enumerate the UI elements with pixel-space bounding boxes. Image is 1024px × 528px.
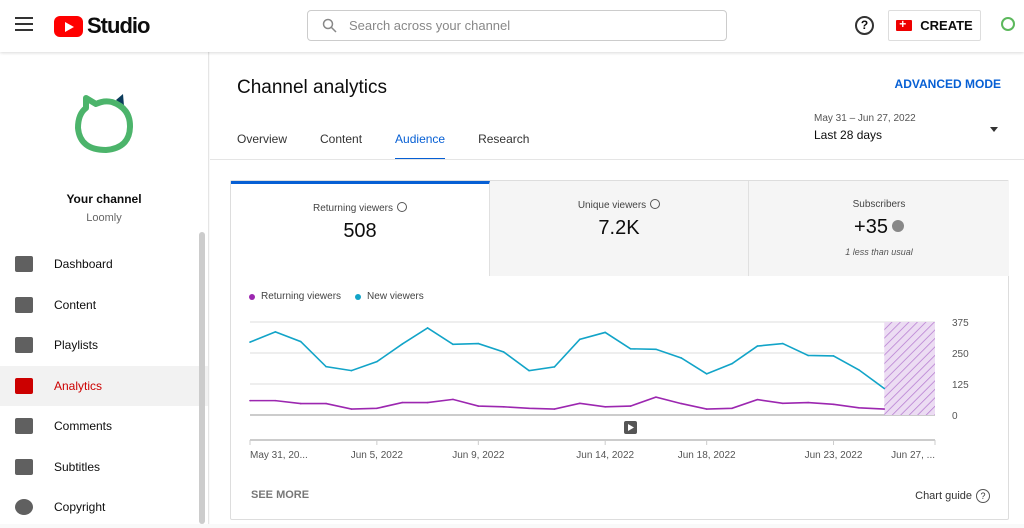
arrow-down-icon [891,220,904,232]
search-icon [322,18,337,33]
account-avatar[interactable] [1001,17,1015,31]
content-icon [15,296,33,313]
channel-avatar[interactable] [72,90,136,154]
search-input[interactable]: Search across your channel [307,10,727,41]
help-icon[interactable]: ? [855,16,874,35]
video-camera-icon [896,17,913,31]
sidebar-item-label: Dashboard [54,257,113,272]
channel-name: Loomly [86,212,122,224]
metric-returning-viewers[interactable]: Returning viewers 508 [231,181,490,276]
chart-guide-button[interactable]: Chart guide? [915,489,990,503]
legend-label: New viewers [367,291,424,302]
metric-label: Unique viewers [577,200,647,211]
page-title: Channel analytics [237,77,387,98]
dropdown-arrow-icon [990,127,998,132]
date-preset: Last 28 days [814,128,883,142]
legend-returning: Returning viewers [249,291,341,302]
channel-title[interactable]: Your channel [66,192,142,206]
sidebar-nav: Dashboard Content Playlists Analytics Co… [0,244,208,528]
legend-dot [355,293,362,300]
legend-new: New viewers [355,291,424,302]
legend-label: Returning viewers [261,291,342,302]
main-content: Channel analytics ADVANCED MODE Overview… [210,52,1024,524]
tab-overview[interactable]: Overview [237,132,288,146]
clock-icon [650,199,661,209]
date-range: May 31 – Jun 27, 2022 [814,113,916,124]
studio-logo[interactable]: Studio [54,13,150,39]
analytics-icon [15,377,33,394]
sidebar-item-label: Comments [54,419,113,434]
metric-value: +35 [854,216,888,238]
create-button[interactable]: CREATE [888,10,981,41]
metrics-card: Returning viewers 508 Unique viewers 7.2… [230,180,1009,520]
analytics-tabs: Overview Content Audience Research [237,132,562,160]
sidebar-item-subtitles[interactable]: Subtitles [0,447,208,488]
metric-label: Returning viewers [312,203,394,214]
metric-note: 1 less than usual [845,247,913,257]
subtitles-icon [15,458,33,475]
sidebar-item-dashboard[interactable]: Dashboard [0,244,208,285]
dashboard-icon [15,256,33,273]
chart-guide-label: Chart guide [915,490,972,502]
advanced-mode-button[interactable]: ADVANCED MODE [894,77,1001,91]
create-label: CREATE [920,18,973,33]
sidebar-item-label: Content [54,297,97,312]
menu-icon[interactable] [15,17,33,31]
sidebar-item-content[interactable]: Content [0,285,208,326]
metric-value: 7.2K [598,217,640,239]
tab-audience[interactable]: Audience [395,132,446,160]
legend-dot [249,293,255,300]
chart-legend: Returning viewers New viewers [249,291,438,302]
metric-subscribers[interactable]: Subscribers +35 1 less than usual [749,181,1009,276]
youtube-logo-icon [54,15,83,37]
sidebar-item-label: Copyright [54,500,106,515]
comments-icon [15,418,33,435]
tab-content[interactable]: Content [320,132,363,146]
help-icon: ? [976,489,990,503]
top-bar: Studio Search across your channel ? CREA… [0,0,1024,52]
search-placeholder: Search across your channel [349,18,511,33]
sidebar-item-label: Analytics [54,378,103,393]
sidebar-item-copyright[interactable]: Copyright [0,487,208,528]
sidebar-item-analytics[interactable]: Analytics [0,365,208,406]
sidebar-item-label: Playlists [54,338,99,353]
copyright-icon [15,499,33,516]
sidebar: Your channel Loomly Dashboard Content Pl… [0,52,209,524]
tab-research[interactable]: Research [478,132,530,146]
sidebar-scrollbar[interactable] [199,232,205,524]
playlists-icon [15,337,33,354]
metric-label: Subscribers [852,199,906,210]
sidebar-item-label: Subtitles [54,459,101,474]
date-range-selector[interactable]: May 31 – Jun 27, 2022 Last 28 days [814,113,998,142]
sidebar-item-comments[interactable]: Comments [0,406,208,447]
sidebar-item-playlists[interactable]: Playlists [0,325,208,366]
clock-icon [397,202,408,212]
channel-info: Your channel Loomly [0,52,208,224]
metric-unique-viewers[interactable]: Unique viewers 7.2K [490,181,749,276]
see-more-button[interactable]: SEE MORE [251,489,310,501]
metric-value: 508 [343,220,377,242]
divider [210,159,1024,160]
app-name: Studio [87,13,150,38]
